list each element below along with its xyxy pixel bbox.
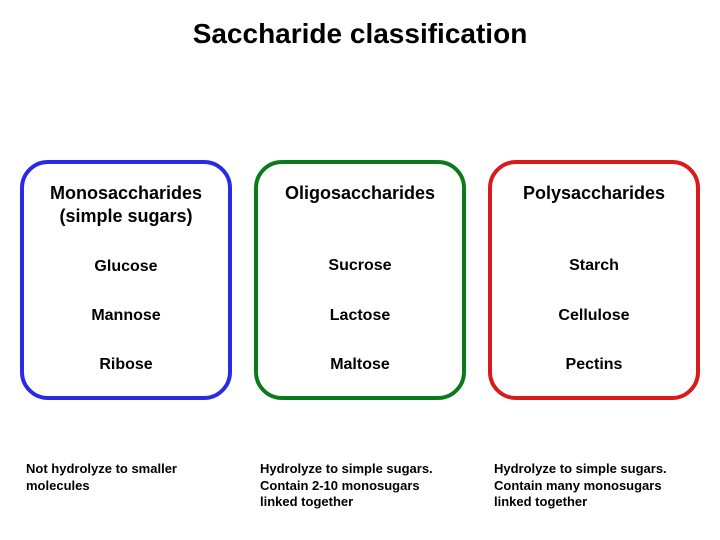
card-polysaccharides: Polysaccharides Starch Cellulose Pectins xyxy=(488,160,700,400)
card-heading: Oligosaccharides xyxy=(266,182,454,226)
card-heading: Polysaccharides xyxy=(500,182,688,226)
caption-mono: Not hydrolyze to smaller molecules xyxy=(20,461,232,510)
card-example: Maltose xyxy=(266,356,454,374)
card-oligosaccharides: Oligosaccharides Sucrose Lactose Maltose xyxy=(254,160,466,400)
card-example: Sucrose xyxy=(266,257,454,275)
captions-row: Not hydrolyze to smaller molecules Hydro… xyxy=(20,461,700,510)
card-example: Mannose xyxy=(32,307,220,325)
page-title: Saccharide classification xyxy=(0,18,720,50)
card-example: Lactose xyxy=(266,307,454,325)
card-example: Cellulose xyxy=(500,307,688,325)
card-example: Starch xyxy=(500,257,688,275)
card-example: Pectins xyxy=(500,356,688,374)
page: { "title": { "text": "Saccharide classif… xyxy=(0,0,720,540)
card-example: Glucose xyxy=(32,258,220,276)
caption-poly: Hydrolyze to simple sugars. Contain many… xyxy=(488,461,700,510)
caption-oligo: Hydrolyze to simple sugars. Contain 2-10… xyxy=(254,461,466,510)
card-heading: Monosaccharides (simple sugars) xyxy=(32,182,220,227)
card-monosaccharides: Monosaccharides (simple sugars) Glucose … xyxy=(20,160,232,400)
card-example: Ribose xyxy=(32,356,220,374)
columns-row: Monosaccharides (simple sugars) Glucose … xyxy=(20,160,700,400)
